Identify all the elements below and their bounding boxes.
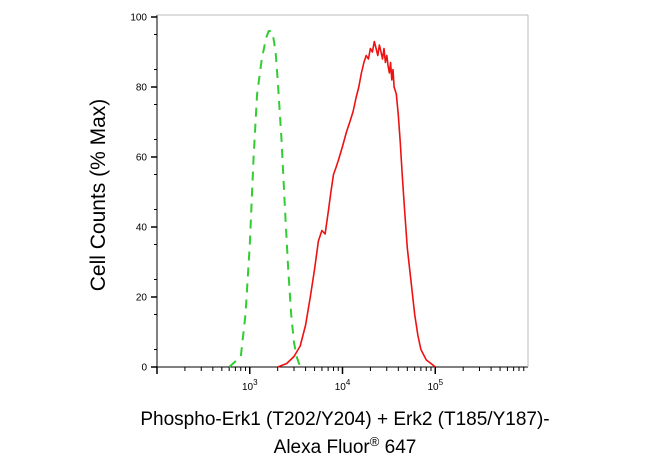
x-ticks: 103 104 105 [156,367,525,393]
y-tick-label-20: 20 [136,293,148,304]
x-axis-label-registered: ® [370,434,380,449]
y-tick-label-60: 60 [136,153,148,164]
x-axis-label-dye: Alexa Fluor [274,437,371,458]
y-axis-label: Cell Counts (% Max) [87,99,110,292]
x-axis-label-number: 647 [379,437,416,458]
series-line-1 [228,30,303,368]
x-axis-label-line2: Alexa Fluor® 647 [274,434,417,458]
series-layer [228,30,436,368]
y-tick-label-100: 100 [130,13,147,24]
x-tick-base: 10 [427,382,439,393]
x-tick-exponent: 3 [253,378,258,387]
y-ticks: 0 20 40 60 80 100 [130,13,157,374]
series-line-2 [277,40,436,368]
x-tick-label-10^4: 104 [335,378,351,393]
y-tick-label-40: 40 [136,223,148,234]
x-tick-exponent: 4 [346,378,351,387]
x-axis-label-line1: Phospho-Erk1 (T202/Y204) + Erk2 (T185/Y1… [140,409,549,430]
x-tick-label-10^5: 105 [427,378,443,393]
x-tick-base: 10 [335,382,347,393]
y-tick-label-80: 80 [136,83,148,94]
x-tick-base: 10 [242,382,254,393]
axes [156,14,529,368]
y-tick-label-0: 0 [141,363,147,374]
x-tick-exponent: 5 [439,378,444,387]
x-tick-label-10^3: 103 [242,378,258,393]
